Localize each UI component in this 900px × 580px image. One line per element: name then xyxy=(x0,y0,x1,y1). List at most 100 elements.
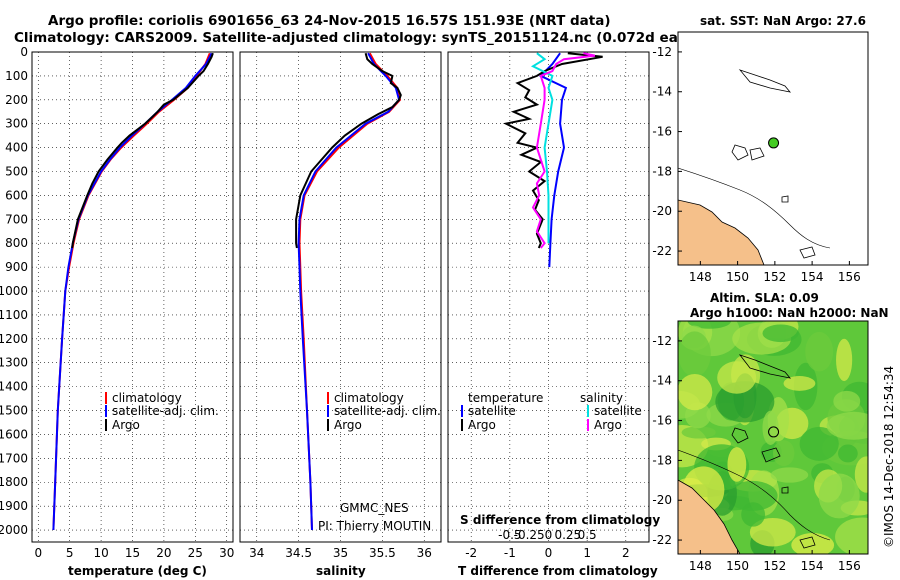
sla-field-cell xyxy=(854,456,868,493)
sst-map-title: sat. SST: NaN Argo: 27.6 xyxy=(700,14,866,28)
map-y-tick-label: -20 xyxy=(652,204,672,218)
sal-diff-tick-label: -0.5 xyxy=(498,528,521,542)
map-y-tick-label: -16 xyxy=(652,125,672,139)
x-tick-label: 10 xyxy=(93,546,108,560)
legend-climatology-label: climatology xyxy=(334,391,404,405)
map-x-tick-label: 150 xyxy=(726,559,749,573)
map-x-tick-label: 156 xyxy=(838,270,861,284)
map-y-tick-label: -18 xyxy=(652,453,672,467)
map-x-tick-label: 152 xyxy=(763,559,786,573)
legend-t-argo-label: Argo xyxy=(468,418,496,432)
depth-tick-label: 1800 xyxy=(0,475,28,489)
sst-map-reef-3 xyxy=(749,147,765,161)
legend-argo-label: Argo xyxy=(334,418,362,432)
depth-tick-label: 1300 xyxy=(0,356,28,370)
legend-salinity-title: salinity xyxy=(580,391,623,405)
sst-map-reef-4 xyxy=(781,195,789,203)
map-x-tick-label: 154 xyxy=(801,270,824,284)
sla-field-cell xyxy=(799,426,839,461)
depth-tick-label: 1600 xyxy=(0,427,28,441)
depth-tick-label: 1900 xyxy=(0,499,28,513)
difference-grid xyxy=(448,51,649,542)
salinity-grid xyxy=(240,51,441,542)
depth-tick-label: 300 xyxy=(5,117,28,131)
x-tick-label: -1 xyxy=(504,546,516,560)
map-x-tick-label: 154 xyxy=(801,559,824,573)
legend-argo-label: Argo xyxy=(112,418,140,432)
sla-map-shelf-contour xyxy=(678,449,831,541)
sla-field-cell xyxy=(727,480,778,511)
legend-satellite-label: satellite-adj. clim. xyxy=(112,404,219,418)
series-line xyxy=(52,52,213,531)
legend-satellite-label: satellite-adj. clim. xyxy=(334,404,441,418)
sla-field-cell xyxy=(717,361,757,394)
depth-tick-label: 2000 xyxy=(0,523,28,537)
depth-tick-label: 1200 xyxy=(0,332,28,346)
depth-tick-label: 700 xyxy=(5,212,28,226)
sla-map-title-1: Altim. SLA: 0.09 xyxy=(710,291,819,305)
sal-diff-tick-label: 0.25 xyxy=(554,528,581,542)
sla-map-ticks: 148 150 152 154 156 -12 -14 -16 -18 -20 -22 xyxy=(652,334,860,573)
x-tick-label: 0 xyxy=(545,546,553,560)
map-y-tick-label: -12 xyxy=(652,45,672,59)
series-line xyxy=(530,52,554,244)
salinity-legend: climatology satellite-adj. clim. Argo xyxy=(327,391,441,432)
x-tick-label: 34 xyxy=(249,546,264,560)
map-x-tick-label: 148 xyxy=(689,270,712,284)
credit-pi: PI: Thierry MOUTIN xyxy=(318,519,431,533)
map-y-tick-label: -12 xyxy=(652,334,672,348)
difference-xlabel: T difference from climatology xyxy=(458,564,658,578)
title-line-2: Climatology: CARS2009. Satellite-adjuste… xyxy=(14,30,716,46)
map-x-tick-label: 150 xyxy=(726,270,749,284)
salinity-lines xyxy=(295,52,402,531)
sla-field-cell xyxy=(835,517,868,554)
map-y-tick-label: -14 xyxy=(652,374,672,388)
depth-tick-label: 1400 xyxy=(0,380,28,394)
x-tick-label: 0 xyxy=(34,546,42,560)
map-y-tick-label: -16 xyxy=(652,414,672,428)
sla-field-cell xyxy=(833,390,861,412)
x-tick-label: -2 xyxy=(465,546,477,560)
temperature-lines xyxy=(52,52,214,531)
sla-map xyxy=(678,321,868,554)
depth-tick-label: 500 xyxy=(5,165,28,179)
difference-legend: temperature salinity satellite Argo sate… xyxy=(461,391,642,432)
salinity-xlabel: salinity xyxy=(316,564,366,578)
sla-map-land xyxy=(678,479,741,554)
credit-gmmc: GMMC_NES xyxy=(340,501,409,515)
series-line xyxy=(295,52,402,249)
x-tick-label: 35.5 xyxy=(369,546,396,560)
salinity-difference-x-ticks: -0.5-0.25 0 0.250.5 xyxy=(498,528,597,542)
temperature-x-ticks: 0 5 10 15 20 25 30 xyxy=(34,546,234,560)
series-line xyxy=(531,52,596,249)
x-tick-label: 25 xyxy=(188,546,203,560)
difference-x-ticks: -2 -1 0 1 2 xyxy=(465,546,629,560)
sal-diff-tick-label: -0.25 xyxy=(514,528,545,542)
depth-tick-label: 400 xyxy=(5,141,28,155)
sst-map-reef-5 xyxy=(799,246,816,259)
sla-field-cell xyxy=(772,440,795,467)
x-tick-label: 20 xyxy=(156,546,171,560)
sla-field-cell xyxy=(678,374,713,411)
depth-tick-label: 600 xyxy=(5,188,28,202)
sla-field-cell xyxy=(727,447,747,482)
sst-map-reef-1 xyxy=(738,69,792,93)
salinity-x-ticks: 34 34.5 35 35.5 36 xyxy=(249,546,432,560)
sst-map-shelf-contour xyxy=(678,167,831,249)
sla-field-cell xyxy=(836,338,853,382)
x-tick-label: 30 xyxy=(219,546,234,560)
sla-field-cell xyxy=(762,324,799,343)
difference-lines xyxy=(502,52,603,268)
argo-position-marker xyxy=(768,426,780,438)
sla-map-reef-4 xyxy=(781,486,789,494)
map-y-tick-label: -20 xyxy=(652,493,672,507)
legend-temperature-title: temperature xyxy=(468,391,543,405)
sst-map-reef-2 xyxy=(731,144,749,161)
depth-axis-ticks: 0 100 200 300 400 500 600 700 800 900 1000 1100 1200… xyxy=(0,45,28,537)
map-y-tick-label: -22 xyxy=(652,533,672,547)
depth-tick-label: 900 xyxy=(5,260,28,274)
sla-field-cell xyxy=(818,473,860,519)
depth-tick-label: 1000 xyxy=(0,284,28,298)
sla-field-cell xyxy=(749,517,796,547)
